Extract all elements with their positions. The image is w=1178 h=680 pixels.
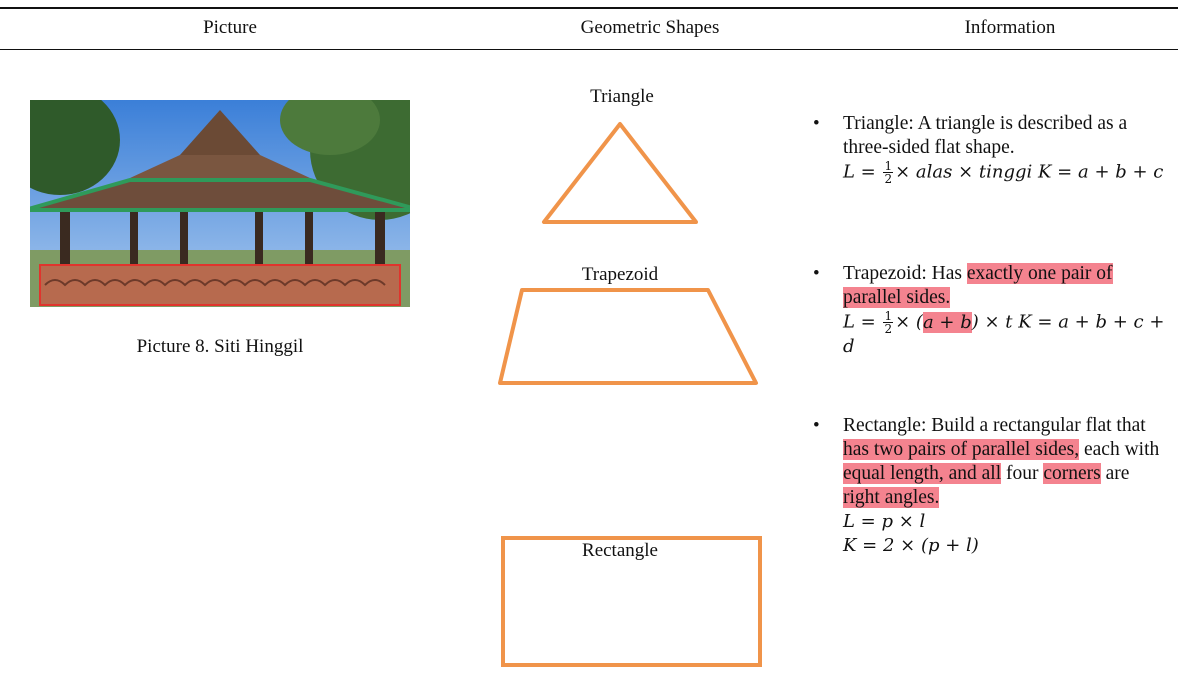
rectangle [501,536,762,667]
shape-label: Rectangle [582,540,658,561]
formula: L = p × l [843,510,1169,534]
denominator: 2 [884,172,893,186]
header-cell: Information [964,17,1056,38]
text: four [1001,463,1044,484]
formula: L = 1 2 × alas × tinggi K = a + b + c [843,160,1169,185]
bullet: • [813,113,820,134]
shapes [498,122,762,667]
text: × alas × tinggi K = a + b + c [895,161,1164,183]
highlight: corners [1043,463,1101,484]
numerator: 1 [883,309,894,323]
bullet: • [813,263,820,284]
text: Trapezoid: Has [843,263,967,284]
paragraph: Triangle: A triangle is described as a t… [843,112,1169,160]
text: × ( [895,311,923,333]
highlight: right angles. [843,487,940,508]
highlight: equal length, and all [843,463,1002,484]
paragraph: Trapezoid: Has exactly one pair of paral… [843,262,1169,310]
text: Rectangle: Build a rectangular flat that [843,415,1146,436]
picture-caption: Picture 8. Siti Hinggil [136,336,304,357]
header-rule [0,49,1178,50]
text: L = p × l [843,511,926,532]
header-cell: Geometric Shapes [580,17,720,38]
highlight: a + b [922,311,972,333]
info-item: • Rectangle: Build a rectangular flat tha… [813,414,1169,558]
info-item: • Triangle: A triangle is described as a … [813,112,1169,185]
text: Triangle: A triangle is described as a t… [843,113,1128,158]
denominator: 2 [884,322,893,336]
top-rule [0,7,1178,9]
header-cell: Picture [203,17,257,38]
text: K = 2 × (p + l) [843,535,979,556]
text: are [1100,463,1130,484]
trapezoid [498,288,758,385]
highlight: has two pairs of parallel sides, [843,439,1080,460]
text: L = [843,311,882,333]
shape-label: Trapezoid [581,264,659,285]
info-item: • Trapezoid: Has exactly one pair of para… [813,262,1169,359]
triangle [542,122,698,224]
photo [30,100,410,307]
bullet: • [813,415,820,436]
paragraph: Rectangle: Build a rectangular flat that… [843,414,1169,510]
text: L = [843,161,882,183]
numerator: 1 [883,159,894,173]
shape-label: Triangle [590,86,654,107]
formula: K = 2 × (p + l) [843,534,1169,558]
text: each with [1079,439,1160,460]
formula: L = 1 2 × (a + b) × t K = a + b + c + d [843,310,1169,359]
text: ) × t K = a + b + c + d [843,311,1165,358]
